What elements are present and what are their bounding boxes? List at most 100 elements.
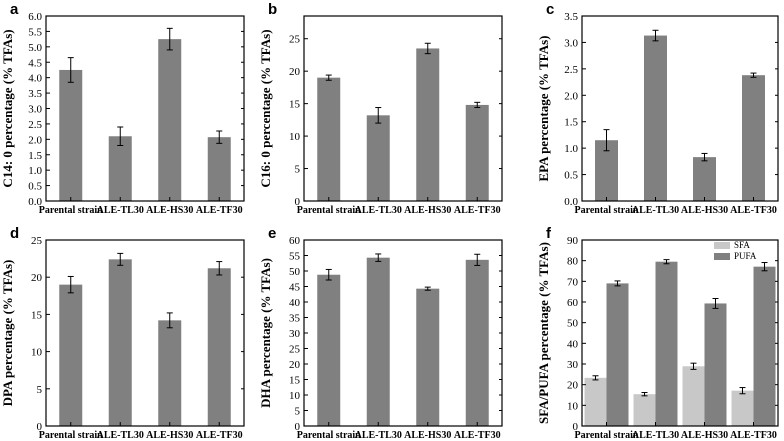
error-bar-1 <box>117 252 124 266</box>
y-tick-label: 80 <box>567 256 579 268</box>
y-axis-label: SFA/PUFA percentage (% TFAs) <box>536 242 551 424</box>
bar-3 <box>465 259 489 426</box>
x-category-label: ALE-HS30 <box>681 430 728 441</box>
panel-e: e 0 5 10 15 20 25 30 35 40 45 50 55 60 Parental strain… <box>258 225 503 441</box>
error-bar-2 <box>166 312 173 329</box>
error-bar-0 <box>325 268 332 281</box>
y-tick-label: 35 <box>289 313 301 325</box>
x-category-label: ALE-TF30 <box>196 430 243 441</box>
legend-swatch-pufa <box>714 253 730 260</box>
error-bar-2 <box>424 42 431 55</box>
x-category-label: Parental strain <box>39 430 103 441</box>
x-category-label: ALE-TF30 <box>730 430 777 441</box>
legend-swatch-sfa <box>714 242 730 249</box>
plot-frame <box>303 15 503 202</box>
error-bar-1 <box>117 126 124 146</box>
y-tick-label: 4.0 <box>28 73 42 85</box>
bar-sfa-0 <box>584 377 607 426</box>
panel-c: c 0.0 0.5 1.0 1.5 2.0 2.5 3.0 3.5 Parental strain… <box>536 1 779 216</box>
y-tick-label: 10 <box>289 131 301 143</box>
x-category-label: ALE-HS30 <box>146 205 193 216</box>
y-tick-label: 50 <box>289 266 301 278</box>
x-category-label: ALE-TL30 <box>355 205 402 216</box>
y-tick-label: 5 <box>295 164 301 176</box>
error-bar-0 <box>325 74 332 81</box>
bar-1 <box>644 35 667 201</box>
y-tick-label: 40 <box>289 297 301 309</box>
y-tick-label: 1.0 <box>564 143 578 155</box>
y-tick-label: 25 <box>289 344 301 356</box>
plot-frame <box>581 239 779 427</box>
bar-2 <box>693 157 716 201</box>
error-bar-0 <box>67 57 74 83</box>
y-tick-label: 50 <box>567 318 579 330</box>
error-bar-sfa-3 <box>739 387 746 395</box>
y-tick-label: 60 <box>567 297 579 309</box>
x-category-label: Parental strain <box>297 430 361 441</box>
legend-label-pufa: PUFA <box>734 251 757 261</box>
panel-letter: d <box>10 225 19 242</box>
y-tick-label: 0.0 <box>564 196 578 208</box>
x-category-label: Parental strain <box>575 205 639 216</box>
bar-2 <box>416 288 440 426</box>
error-bar-1 <box>652 29 659 42</box>
bar-2 <box>158 320 182 426</box>
bar-3 <box>742 75 765 201</box>
y-tick-label: 3.5 <box>564 11 578 23</box>
x-category-label: ALE-TF30 <box>454 205 501 216</box>
y-tick-label: 10 <box>567 400 579 412</box>
y-tick-label: 2.0 <box>564 90 578 102</box>
bar-0 <box>595 140 618 201</box>
plot-frame <box>45 15 245 202</box>
x-category-label: ALE-HS30 <box>404 430 451 441</box>
x-category-label: Parental strain <box>297 205 361 216</box>
y-tick-label: 0 <box>573 421 579 433</box>
bar-3 <box>207 137 231 201</box>
y-tick-label: 20 <box>31 272 43 284</box>
x-category-label: ALE-TL30 <box>97 430 144 441</box>
y-tick-label: 15 <box>289 99 301 111</box>
plot-frame <box>303 239 503 427</box>
x-category-label: ALE-TL30 <box>97 205 144 216</box>
y-tick-label: 20 <box>567 380 579 392</box>
error-bar-sfa-1 <box>641 392 648 397</box>
y-tick-label: 20 <box>289 66 301 78</box>
y-tick-label: 1.5 <box>28 150 42 162</box>
y-tick-label: 70 <box>567 276 579 288</box>
y-axis-label: C16: 0 percentage (% TFAs) <box>258 29 273 187</box>
y-tick-label: 5.0 <box>28 42 42 54</box>
bar-pufa-2 <box>704 303 727 426</box>
y-tick-label: 0.5 <box>28 181 42 193</box>
x-category-label: ALE-TF30 <box>730 205 777 216</box>
error-bar-0 <box>67 275 74 294</box>
y-axis-label: C14: 0 percentage (% TFAs) <box>0 29 15 187</box>
y-tick-label: 0.5 <box>564 170 578 182</box>
y-tick-label: 55 <box>289 251 301 263</box>
y-tick-label: 45 <box>289 282 301 294</box>
panel-letter: f <box>546 225 552 242</box>
bar-1 <box>108 136 132 201</box>
error-bar-3 <box>216 261 223 276</box>
y-tick-label: 3.0 <box>28 104 42 116</box>
error-bar-2 <box>701 152 708 162</box>
y-tick-label: 30 <box>567 359 579 371</box>
y-tick-label: 4.5 <box>28 57 42 69</box>
x-category-label: ALE-TF30 <box>454 430 501 441</box>
y-tick-label: 10 <box>289 390 301 402</box>
panel-letter: e <box>268 225 276 242</box>
y-tick-label: 3.5 <box>28 88 42 100</box>
bar-sfa-1 <box>633 394 656 426</box>
bar-sfa-2 <box>682 366 705 426</box>
error-bar-1 <box>375 107 382 124</box>
x-category-label: ALE-HS30 <box>404 205 451 216</box>
error-bar-3 <box>216 130 223 144</box>
y-tick-label: 5 <box>295 406 301 418</box>
panel-letter: c <box>546 1 554 18</box>
y-tick-label: 2.5 <box>28 119 42 131</box>
y-tick-label: 1.5 <box>564 117 578 129</box>
y-tick-label: 60 <box>289 235 301 247</box>
plot-frame <box>45 239 245 427</box>
y-axis-label: DHA percentage (% TFAs) <box>258 258 273 408</box>
